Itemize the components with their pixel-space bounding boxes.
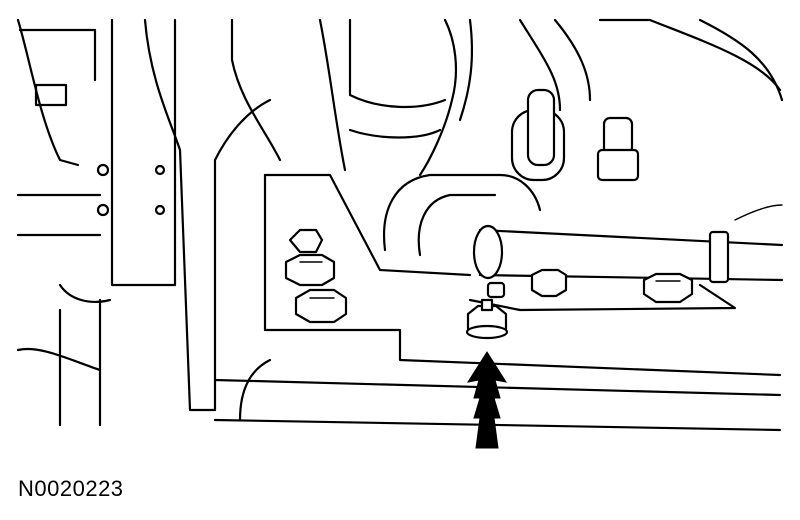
target-nut — [465, 281, 509, 340]
frame-rail — [16, 18, 112, 427]
hex-bolt — [642, 272, 694, 304]
hex-bolt — [294, 288, 348, 324]
hex-bolt — [284, 253, 336, 287]
tube — [472, 204, 784, 284]
pointer-arrow — [466, 351, 508, 449]
hex-bolt — [530, 268, 568, 298]
hose — [383, 88, 640, 257]
mount-bracket — [96, 18, 282, 412]
figure-code: N0020223 — [18, 476, 124, 501]
hex-bolt — [288, 228, 324, 254]
upper-housing — [318, 18, 784, 177]
